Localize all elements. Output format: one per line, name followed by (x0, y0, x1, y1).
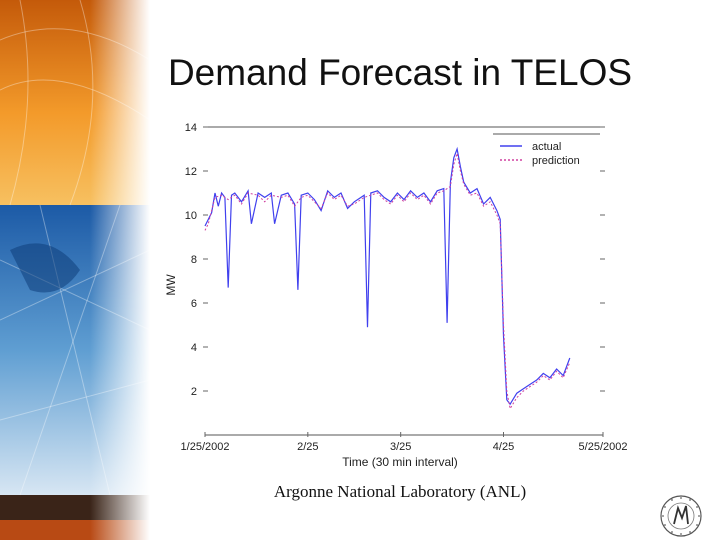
y-axis-label: MW (164, 274, 178, 296)
chart-series (204, 146, 571, 410)
x-tick-label: 4/25 (493, 441, 514, 453)
y-tick-label: 2 (191, 386, 197, 398)
series-line-actual (204, 146, 571, 406)
chart-ticks: 2 4 6 8 10 12 14 1/25/2002 2/25 3/25 4/25 5/25/2002 (181, 122, 628, 453)
x-tick-label: 1/25/2002 (181, 441, 230, 453)
y-tick-label: 14 (185, 122, 197, 134)
demand-chart: 2 4 6 8 10 12 14 1/25/2002 2/25 3/25 4/25 5/25/2002… (164, 122, 628, 469)
legend-label-actual: actual (532, 141, 561, 153)
y-tick-label: 8 (191, 254, 197, 266)
slide-caption: Argonne National Laboratory (ANL) (273, 482, 527, 501)
y-tick-label: 6 (191, 298, 197, 310)
legend-label-prediction: prediction (532, 155, 580, 167)
x-tick-label: 2/25 (297, 441, 318, 453)
y-tick-label: 10 (185, 210, 197, 222)
chart-legend: actual prediction (493, 133, 600, 167)
chart-axes (205, 126, 603, 436)
y-tick-label: 4 (191, 342, 197, 354)
slide-title: Demand Forecast in TELOS (167, 52, 633, 93)
x-axis-label: Time (30 min interval) (342, 455, 458, 469)
x-tick-label: 3/25 (390, 441, 411, 453)
series-line-prediction (204, 153, 571, 410)
globe-banner-decoration (0, 0, 150, 540)
y-tick-label: 12 (185, 166, 197, 178)
university-seal-logo (660, 495, 702, 537)
x-tick-label: 5/25/2002 (579, 441, 628, 453)
